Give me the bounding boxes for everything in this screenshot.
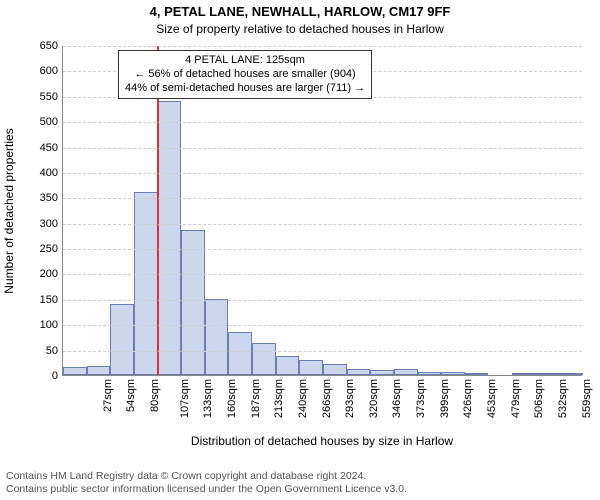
histogram-bar [299,360,323,375]
y-tick-label: 600 [40,65,63,77]
y-tick-label: 450 [40,142,63,154]
x-tick-label: 187sqm [250,379,262,418]
x-tick-label: 266sqm [321,379,333,418]
histogram-bar [512,373,536,375]
annotation-line: 44% of semi-detached houses are larger (… [125,82,365,96]
x-tick-label: 532sqm [557,379,569,418]
x-tick-label: 293sqm [344,379,356,418]
x-tick-label: 320sqm [368,379,380,418]
histogram-bar [418,372,442,375]
histogram-bar [276,356,300,375]
y-tick-label: 500 [40,116,63,128]
x-tick-label: 27sqm [102,379,114,412]
gridline-h [63,300,582,301]
y-tick-label: 300 [40,218,63,230]
y-tick-label: 50 [46,345,63,357]
x-tick-label: 426sqm [463,379,475,418]
histogram-bar [559,373,583,375]
gridline-h [63,274,582,275]
gridline-h [63,148,582,149]
histogram-bar [158,101,182,375]
y-axis-title: Number of detached properties [2,128,16,293]
x-tick-label: 399sqm [439,379,451,418]
histogram-bar [110,304,134,375]
x-tick-label: 213sqm [273,379,285,418]
histogram-bar [63,367,87,375]
x-tick-label: 240sqm [297,379,309,418]
page-title: 4, PETAL LANE, NEWHALL, HARLOW, CM17 9FF [0,0,600,20]
page-subtitle: Size of property relative to detached ho… [0,20,600,36]
x-tick-label: 80sqm [149,379,161,412]
gridline-h [63,224,582,225]
histogram-bar [228,332,252,375]
x-axis-title: Distribution of detached houses by size … [191,434,453,448]
y-tick-label: 100 [40,319,63,331]
annotation-line: ← 56% of detached houses are smaller (90… [125,68,365,82]
y-tick-label: 0 [52,370,63,382]
y-tick-label: 550 [40,91,63,103]
y-tick-label: 250 [40,243,63,255]
histogram-bar [441,372,465,375]
footer-line-2: Contains public sector information licen… [6,483,407,496]
histogram-bar [181,230,205,375]
y-tick-label: 650 [40,40,63,52]
x-tick-label: 479sqm [510,379,522,418]
x-tick-label: 373sqm [415,379,427,418]
histogram-bar [465,373,489,375]
gridline-h [63,325,582,326]
gridline-h [63,46,582,47]
histogram-bar [323,364,347,375]
annotation-line: 4 PETAL LANE: 125sqm [125,54,365,68]
gridline-h [63,198,582,199]
annotation-box: 4 PETAL LANE: 125sqm← 56% of detached ho… [118,50,372,99]
x-tick-label: 453sqm [486,379,498,418]
histogram-bar [134,192,158,375]
histogram-bar [252,343,276,375]
gridline-h [63,173,582,174]
gridline-h [63,122,582,123]
y-tick-label: 150 [40,294,63,306]
footer-line-1: Contains HM Land Registry data © Crown c… [6,470,407,483]
y-tick-label: 400 [40,167,63,179]
chart-container: 4, PETAL LANE, NEWHALL, HARLOW, CM17 9FF… [0,0,600,500]
histogram-bar [347,369,371,375]
x-tick-label: 54sqm [125,379,137,412]
x-tick-label: 506sqm [533,379,545,418]
x-tick-label: 346sqm [392,379,404,418]
histogram-bar [536,373,560,375]
gridline-h [63,351,582,352]
attribution-footer: Contains HM Land Registry data © Crown c… [6,470,407,496]
y-tick-label: 350 [40,192,63,204]
x-tick-label: 160sqm [226,379,238,418]
histogram-bar [394,369,418,375]
x-tick-label: 133sqm [203,379,215,418]
histogram-bar [370,370,394,375]
gridline-h [63,249,582,250]
y-tick-label: 200 [40,268,63,280]
histogram-bar [205,299,229,375]
x-tick-label: 559sqm [581,379,593,418]
x-tick-label: 107sqm [179,379,191,418]
histogram-bar [87,366,111,375]
